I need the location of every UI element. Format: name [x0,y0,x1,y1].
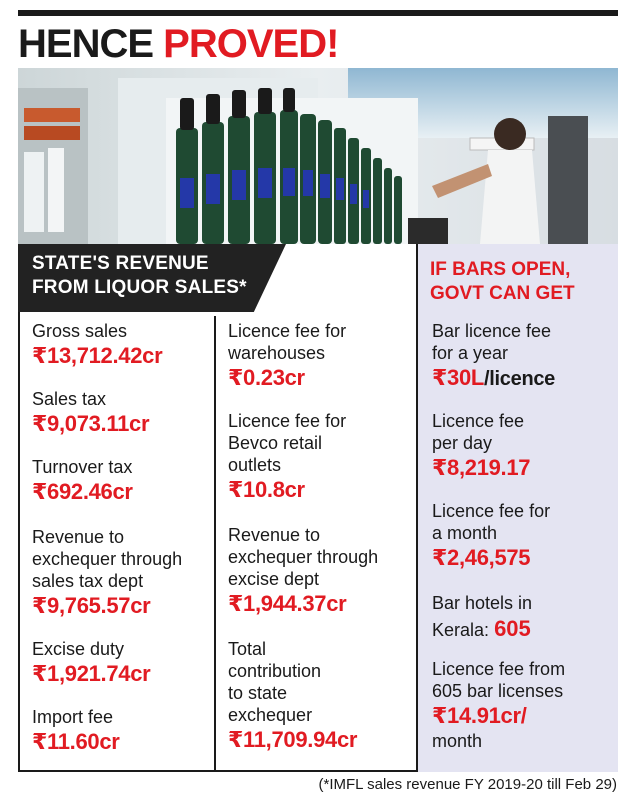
bar-hotels-item: Bar hotels in Kerala: 605 [432,592,532,641]
licence-total-item: Licence fee from 605 bar licenses ₹14.91… [432,658,565,752]
warehouse-fee-value: ₹0.23cr [228,365,305,390]
headline-part2: PROVED! [163,22,339,66]
total-contribution-label-4: exchequer [228,705,313,725]
excise-duty-label: Excise duty [32,639,125,659]
bar-licence-year-amount: ₹30L [432,365,485,390]
sales-tax-label: Sales tax [32,389,107,409]
sales-tax-value: ₹9,073.11cr [32,411,150,436]
licence-total-value: ₹14.91cr/ [432,703,527,728]
bar-licence-year-label-1: Bar licence fee [432,321,552,341]
total-contribution-label-3: to state [228,683,288,703]
import-fee-label: Import fee [32,707,114,727]
excise-dept-label-1: Revenue to [228,525,321,545]
sales-tax-item: Sales tax ₹9,073.11cr [32,388,150,438]
bars-title-line2: GOVT CAN GET [430,283,575,304]
state-title-line2: FROM LIQUOR SALES* [32,277,247,298]
total-contribution-label-1: Total [228,639,267,659]
footnote: (*IMFL sales revenue FY 2019-20 till Feb… [318,776,617,793]
excise-dept-value: ₹1,944.37cr [228,591,347,616]
state-title-line1: STATE'S REVENUE [32,253,209,274]
bars-header: IF BARS OPEN, GOVT CAN GET [430,258,575,306]
bar-licence-year-label-2: for a year [432,343,509,363]
sales-tax-dept-item: Revenue to exchequer through sales tax d… [32,526,182,620]
licence-per-day-item: Licence fee per day ₹8,219.17 [432,410,531,482]
excise-dept-label-2: exchequer through [228,547,379,567]
turnover-tax-label: Turnover tax [32,457,133,477]
top-rule [18,10,618,16]
sales-tax-dept-label-3: sales tax dept [32,571,144,591]
sales-tax-dept-label-1: Revenue to [32,527,125,547]
licence-month-value: ₹2,46,575 [432,545,531,570]
excise-dept-item: Revenue to exchequer through excise dept… [228,524,378,618]
bevco-fee-value: ₹10.8cr [228,477,305,502]
warehouse-fee-label-2: warehouses [228,343,326,363]
licence-per-day-value: ₹8,219.17 [432,455,531,480]
liquor-store-photo [18,68,618,244]
bar-licence-year-item: Bar licence fee for a year ₹30L/licence [432,320,555,393]
state-revenue-header: STATE'S REVENUE FROM LIQUOR SALES* [18,244,286,312]
licence-month-item: Licence fee for a month ₹2,46,575 [432,500,550,572]
bar-hotels-label-2: Kerala: [432,620,490,640]
bevco-fee-label-3: outlets [228,455,282,475]
bevco-fee-label-2: Bevco retail [228,433,323,453]
total-contribution-value: ₹11,709.94cr [228,727,358,752]
licence-total-label-2: 605 bar licenses [432,681,564,701]
sales-tax-dept-label-2: exchequer through [32,549,183,569]
excise-duty-item: Excise duty ₹1,921.74cr [32,638,151,688]
gross-sales-value: ₹13,712.42cr [32,343,163,368]
sales-tax-dept-value: ₹9,765.57cr [32,593,151,618]
licence-total-label-1: Licence fee from [432,659,566,679]
bar-hotels-value: 605 [494,616,531,641]
licence-per-day-label-1: Licence fee [432,411,525,431]
licence-month-label-2: a month [432,523,498,543]
turnover-tax-item: Turnover tax ₹692.46cr [32,456,133,506]
bar-licence-year-unit: /licence [484,368,556,390]
bevco-fee-item: Licence fee for Bevco retail outlets ₹10… [228,410,346,504]
bar-licence-year-value: ₹30L/licence [432,364,555,393]
total-contribution-label-2: contribution [228,661,322,681]
headline-part1: HENCE [18,22,154,66]
excise-dept-label-3: excise dept [228,569,320,589]
licence-per-day-label-2: per day [432,433,493,453]
bar-hotels-label-1: Bar hotels in [432,593,533,613]
bar-hotels-line-2: Kerala: 605 [432,618,532,641]
bevco-fee-label-1: Licence fee for [228,411,347,431]
excise-duty-value: ₹1,921.74cr [32,661,151,686]
bars-panel: IF BARS OPEN, GOVT CAN GET [416,244,618,772]
bars-title-line1: IF BARS OPEN, [430,259,571,280]
gross-sales-label: Gross sales [32,321,128,341]
import-fee-item: Import fee ₹11.60cr [32,706,120,756]
column-divider [214,316,216,770]
licence-month-label-1: Licence fee for [432,501,551,521]
import-fee-value: ₹11.60cr [32,729,120,754]
gross-sales-item: Gross sales ₹13,712.42cr [32,320,163,370]
warehouse-fee-label-1: Licence fee for [228,321,347,341]
licence-total-value-2: month [432,731,483,751]
turnover-tax-value: ₹692.46cr [32,479,133,504]
total-contribution-item: Total contribution to state exchequer ₹1… [228,638,357,754]
warehouse-fee-item: Licence fee for warehouses ₹0.23cr [228,320,346,392]
headline: HENCE PROVED! [18,22,618,66]
